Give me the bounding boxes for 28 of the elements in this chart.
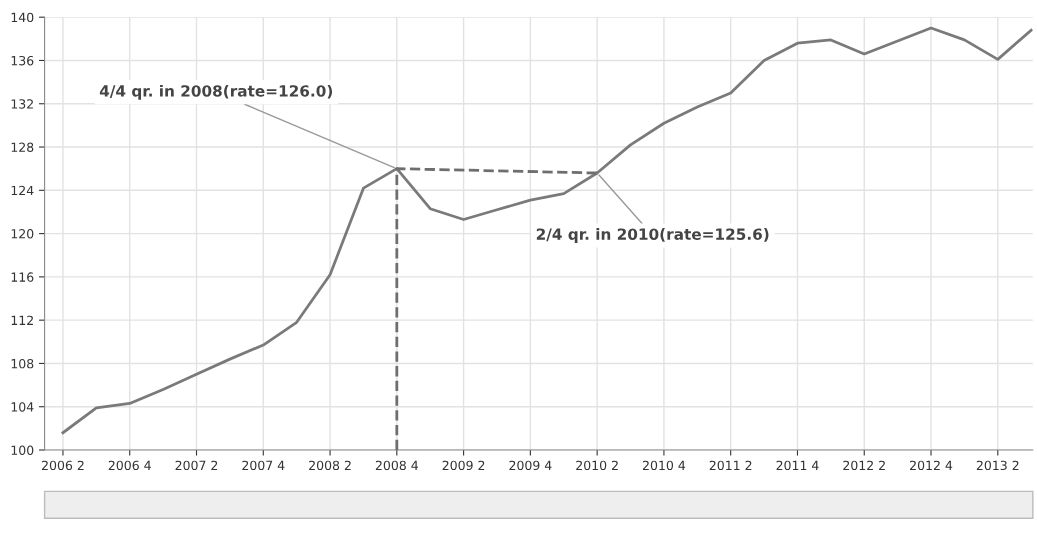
x-tick-label: 2008 2 [309, 460, 351, 471]
annotation: 4/4 qr. in 2008(rate=126.0) [99, 84, 333, 100]
x-tick-label: 2012 2 [843, 460, 885, 471]
y-tick-label: 136 [11, 55, 34, 66]
y-tick-label: 116 [11, 272, 34, 282]
x-tick-label: 2008 4 [375, 460, 418, 471]
x-tick-label: 2012 4 [910, 460, 953, 471]
y-tick-label: 100 [11, 445, 34, 455]
x-tick-label: 2009 2 [442, 460, 485, 471]
x-tick-label: 2006 2 [42, 460, 84, 471]
y-tick-label: 140 [11, 12, 34, 23]
y-tick-label: 104 [11, 402, 34, 412]
x-tick-label: 2013 2 [976, 460, 1019, 471]
annotation: 2/4 qr. in 2010(rate=125.6) [536, 228, 769, 243]
y-tick-label: 108 [11, 358, 34, 369]
y-tick-label: 112 [11, 315, 33, 325]
x-tick-label: 2009 4 [509, 460, 552, 471]
x-tick-label: 2007 4 [242, 460, 285, 471]
x-tick-label: 2010 2 [576, 460, 618, 471]
y-tick-label: 128 [11, 142, 34, 152]
y-tick-label: 132 [11, 99, 33, 109]
x-tick-label: 2006 4 [108, 460, 151, 471]
x-tick-label: 2010 4 [642, 460, 686, 471]
y-tick-label: 120 [11, 229, 34, 239]
x-tick-label: 2007 2 [175, 460, 218, 471]
x-tick-label: 2011 2 [709, 460, 752, 471]
x-tick-label: 2011 4 [776, 460, 819, 471]
y-tick-label: 124 [11, 185, 34, 196]
